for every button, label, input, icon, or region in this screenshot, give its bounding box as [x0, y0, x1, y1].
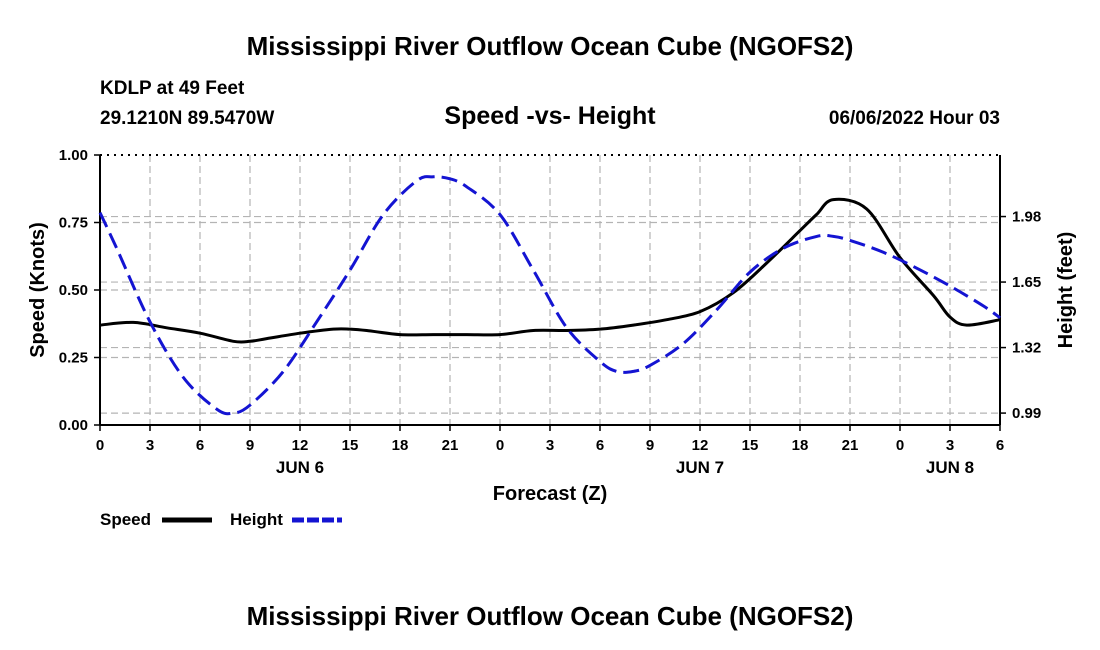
x-tick-label: 18 — [392, 437, 409, 454]
x-tick-label: 0 — [896, 437, 904, 454]
x-tick-label: 3 — [546, 437, 554, 454]
y-tick-label: 0.50 — [59, 282, 88, 299]
station-label: KDLP at 49 Feet — [100, 78, 245, 99]
x-tick-label: 6 — [596, 437, 604, 454]
legend-label-speed: Speed — [100, 510, 151, 529]
x-tick-label: 15 — [742, 437, 759, 454]
forecast-date: 06/06/2022 Hour 03 — [829, 108, 1000, 129]
x-tick-label: 6 — [996, 437, 1004, 454]
x-tick-label: 9 — [646, 437, 654, 454]
y-axis-title: Speed (Knots) — [27, 222, 49, 358]
x-tick-label: 18 — [792, 437, 809, 454]
y-tick-label: 0.75 — [59, 215, 88, 232]
x-tick-label: 21 — [842, 437, 859, 454]
y2-axis-title: Height (feet) — [1055, 232, 1077, 349]
y2-tick-label: 0.99 — [1012, 405, 1041, 422]
x-axis-title: Forecast (Z) — [493, 483, 607, 505]
legend-label-height: Height — [230, 510, 283, 529]
y2-tick-label: 1.98 — [1012, 209, 1041, 226]
x-tick-label: 3 — [946, 437, 954, 454]
x-date-label: JUN 8 — [926, 458, 974, 477]
grid — [100, 155, 1000, 425]
chart-title: Speed -vs- Height — [444, 102, 656, 130]
y2-tick-label: 1.65 — [1012, 274, 1041, 291]
x-tick-label: 9 — [246, 437, 254, 454]
x-tick-label: 15 — [342, 437, 359, 454]
page-title: Mississippi River Outflow Ocean Cube (NG… — [247, 31, 854, 61]
x-tick-label: 0 — [496, 437, 504, 454]
y-tick-label: 0.00 — [59, 417, 88, 434]
x-date-label: JUN 6 — [276, 458, 324, 477]
series-lines — [98, 175, 1001, 416]
y-tick-label: 0.25 — [59, 350, 88, 367]
x-tick-label: 21 — [442, 437, 459, 454]
x-tick-label: 12 — [692, 437, 709, 454]
y-tick-label: 1.00 — [59, 147, 88, 164]
station-coordinates: 29.1210N 89.5470W — [100, 108, 274, 129]
x-tick-label: 12 — [292, 437, 309, 454]
x-tick-label: 6 — [196, 437, 204, 454]
footer-title: Mississippi River Outflow Ocean Cube (NG… — [247, 601, 854, 631]
series-line-speed — [99, 197, 1001, 344]
x-tick-label: 3 — [146, 437, 154, 454]
legend: Speed Height — [100, 510, 342, 529]
y2-tick-label: 1.32 — [1012, 340, 1041, 357]
x-tick-label: 0 — [96, 437, 104, 454]
axis-ticks: 0 3 6 9 12 15 18 21 0 3 6 9 12 15 18 21 0 3 6 JUN 6 JUN 7 JUN… — [59, 147, 1041, 477]
series-line-height — [98, 175, 1001, 416]
x-date-label: JUN 7 — [676, 458, 724, 477]
